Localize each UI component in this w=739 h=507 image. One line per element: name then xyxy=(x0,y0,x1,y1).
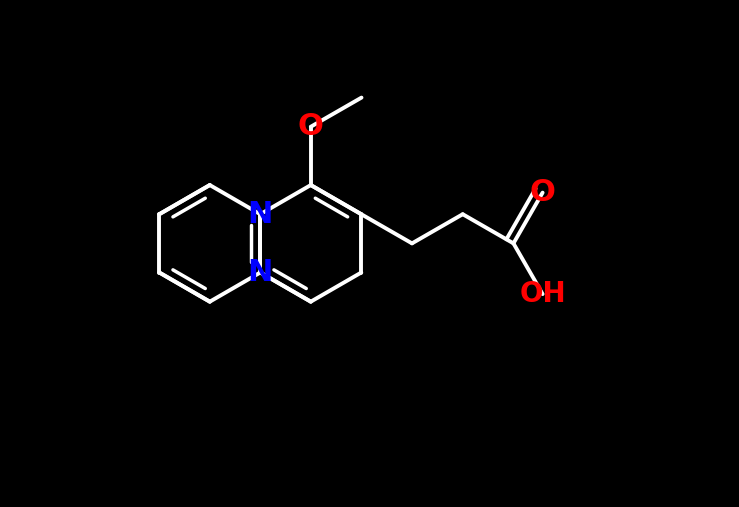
Text: OH: OH xyxy=(520,280,566,308)
Text: N: N xyxy=(248,258,273,287)
Text: O: O xyxy=(298,112,324,141)
Text: N: N xyxy=(248,200,273,229)
Text: O: O xyxy=(530,178,556,207)
